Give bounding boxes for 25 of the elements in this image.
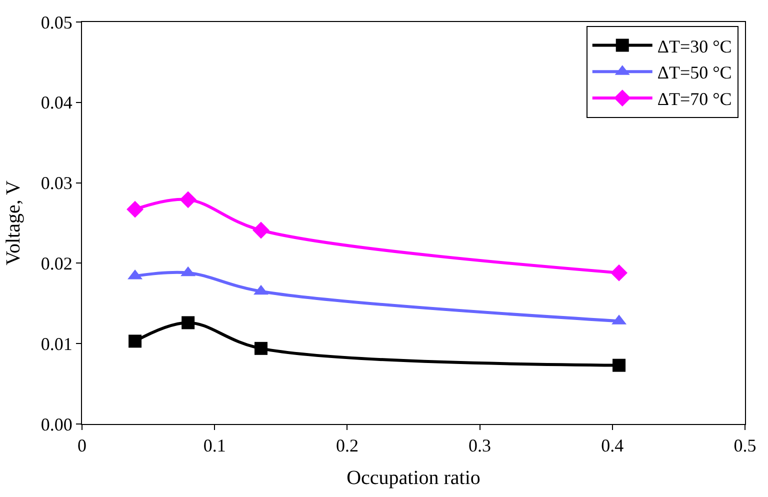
- x-tick-label: 0: [78, 436, 86, 456]
- y-tick-label: 0.00: [40, 414, 72, 434]
- y-tick-label: 0.01: [40, 334, 72, 354]
- x-tick-label: 0.1: [203, 436, 226, 456]
- point: [252, 222, 270, 239]
- y-tick-label: 0.02: [40, 254, 72, 274]
- x-axis-title: Occupation ratio: [346, 467, 480, 490]
- point: [610, 264, 628, 282]
- x-tick-label: 0.4: [601, 436, 624, 456]
- legend-label: ΔT=30 °C: [657, 36, 732, 56]
- point: [612, 358, 626, 372]
- y-tick-label: 0.04: [40, 92, 72, 113]
- point: [126, 200, 144, 218]
- point: [254, 342, 268, 355]
- point: [182, 316, 195, 330]
- y-axis-title: Voltage, V: [2, 180, 24, 266]
- legend-label: ΔT=70 °C: [657, 89, 732, 110]
- legend-label: ΔT=50 °C: [657, 62, 732, 83]
- x-tick-label: 0.5: [734, 436, 756, 456]
- y-tick-label: 0.05: [40, 12, 72, 32]
- x-tick-label: 0.3: [468, 436, 492, 456]
- point: [128, 334, 142, 348]
- y-tick-label: 0.03: [40, 173, 72, 194]
- point: [180, 191, 197, 208]
- x-tick-label: 0.2: [336, 436, 358, 456]
